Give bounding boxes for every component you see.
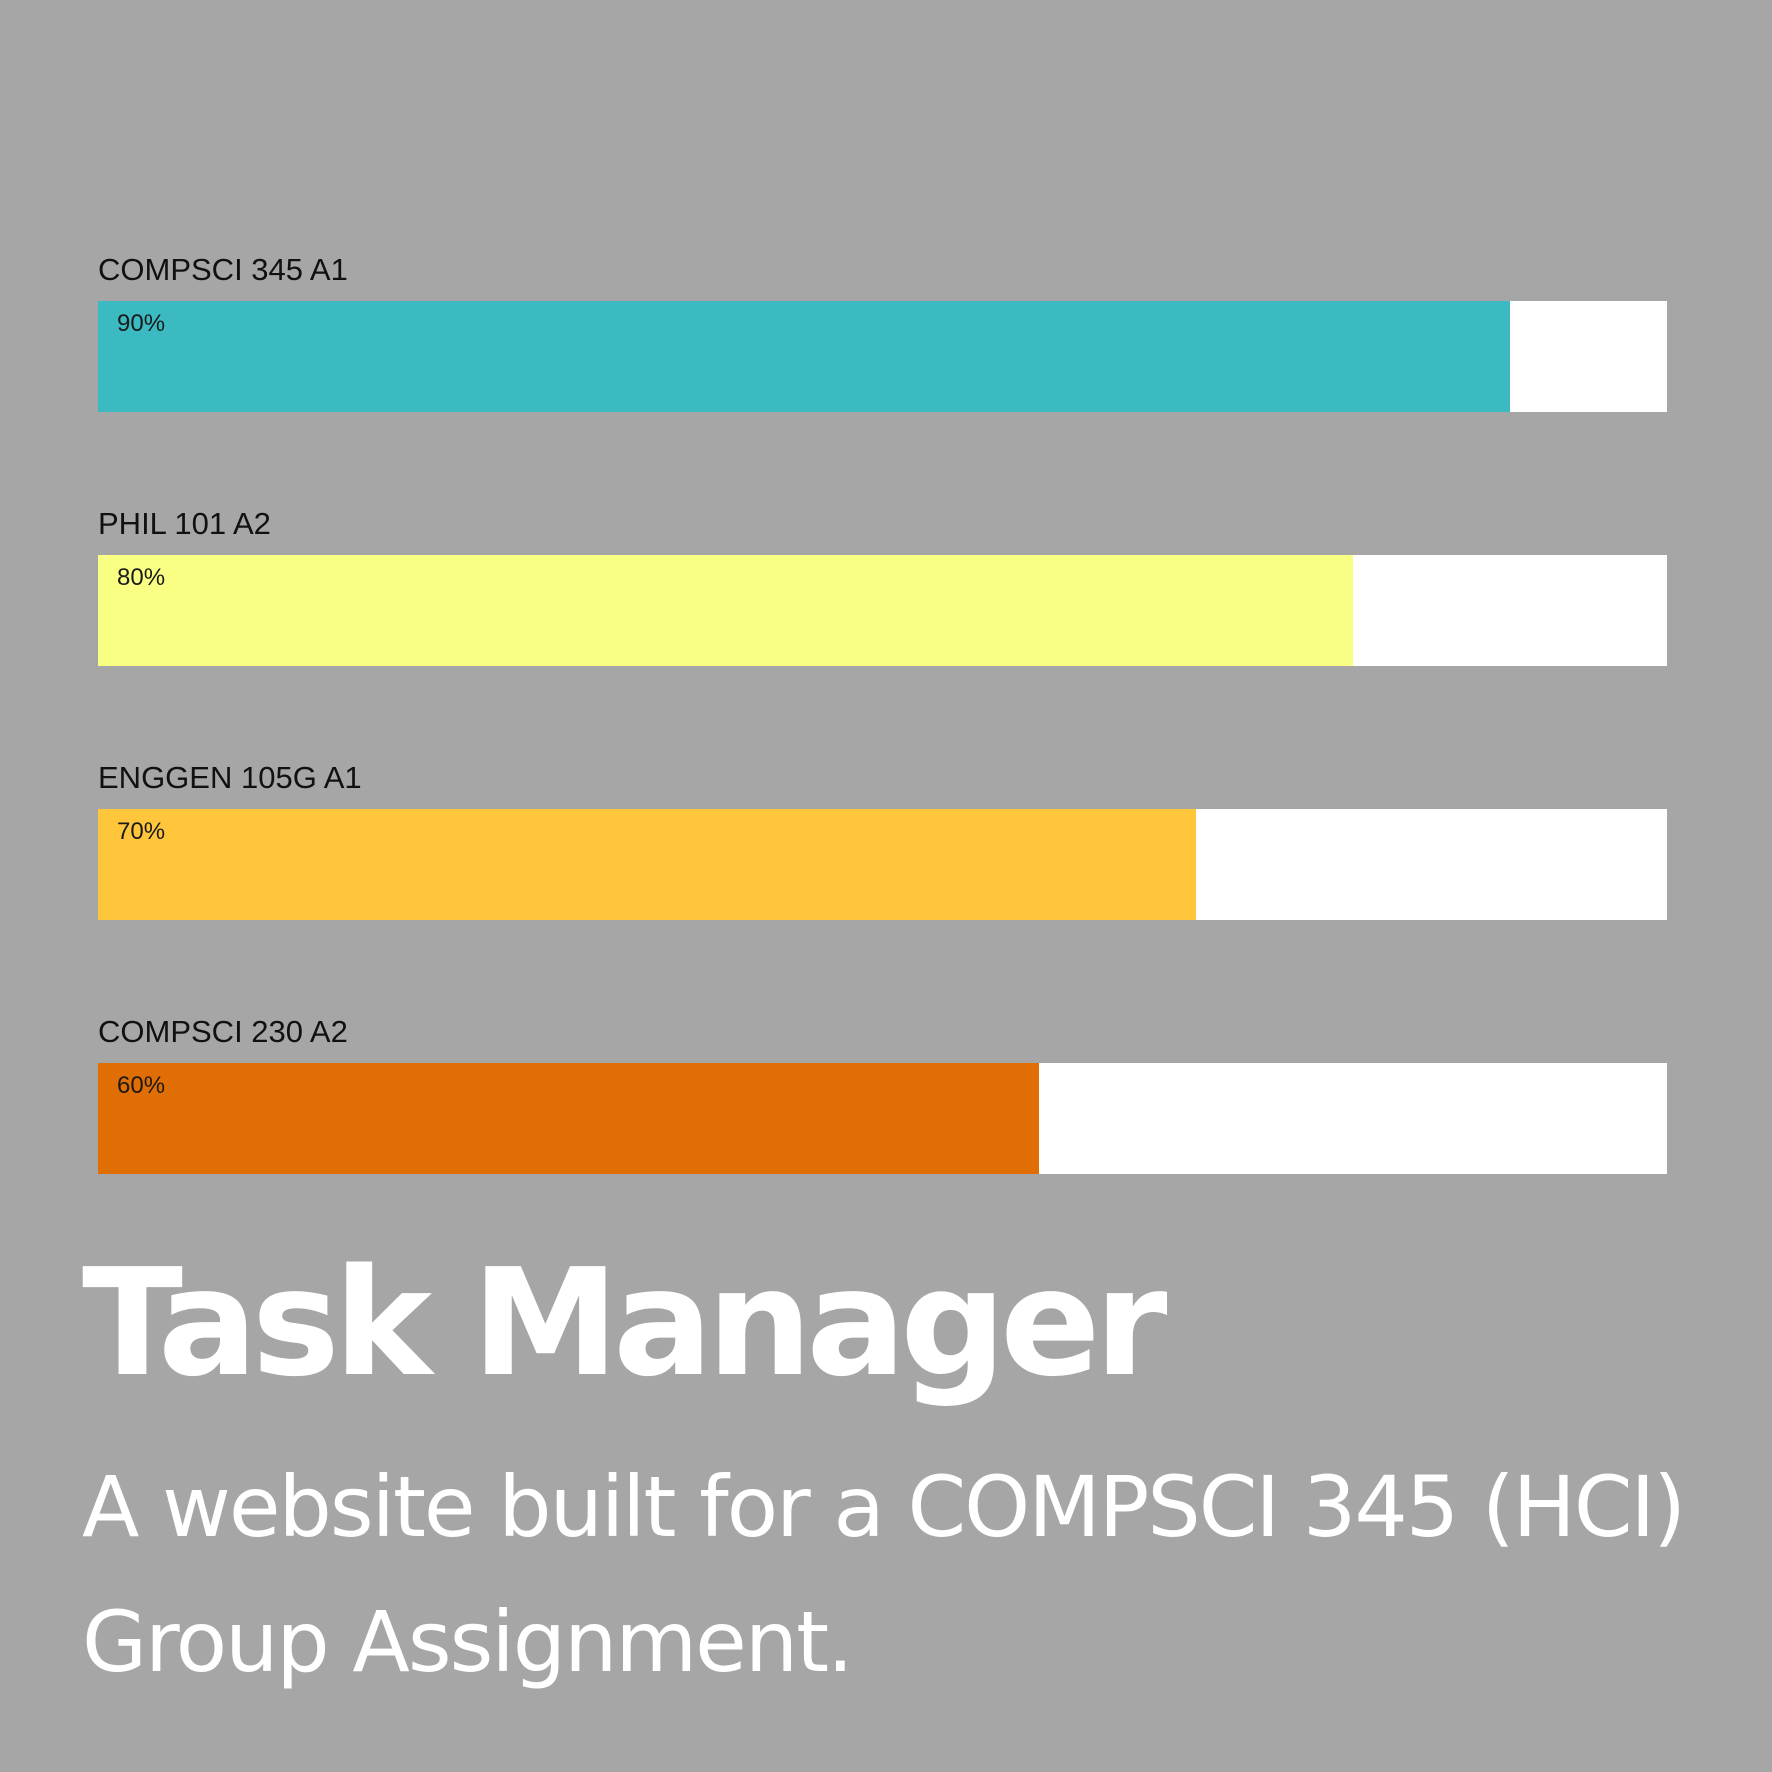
progress-bar-fill (98, 1063, 1040, 1174)
page-subtitle: A website built for a COMPSCI 345 (HCI) … (82, 1458, 1686, 1691)
progress-percent: 80% (117, 564, 166, 591)
task-item: COMPSCI 345 A1 90% (98, 248, 1667, 502)
progress-bar-track: 70% (98, 809, 1667, 920)
task-name: PHIL 101 A2 (98, 506, 271, 541)
task-item: COMPSCI 230 A2 60% (98, 1010, 1667, 1264)
progress-bar-fill (98, 555, 1354, 666)
progress-percent: 60% (117, 1072, 166, 1099)
progress-bar-track: 80% (98, 555, 1667, 666)
task-item: PHIL 101 A2 80% (98, 502, 1667, 756)
task-name: COMPSCI 230 A2 (98, 1014, 348, 1049)
task-name: COMPSCI 345 A1 (98, 252, 348, 287)
task-name: ENGGEN 105G A1 (98, 760, 362, 795)
progress-bar-fill (98, 301, 1511, 412)
progress-percent: 90% (117, 310, 166, 337)
progress-bar-track: 90% (98, 301, 1667, 412)
progress-bar-fill (98, 809, 1197, 920)
progress-percent: 70% (117, 818, 166, 845)
progress-bar-track: 60% (98, 1063, 1667, 1174)
task-item: ENGGEN 105G A1 70% (98, 756, 1667, 1010)
page-title: Task Manager (82, 1237, 1167, 1409)
task-progress-list: COMPSCI 345 A1 90% PHIL 101 A2 80% ENGGE… (98, 248, 1667, 1264)
